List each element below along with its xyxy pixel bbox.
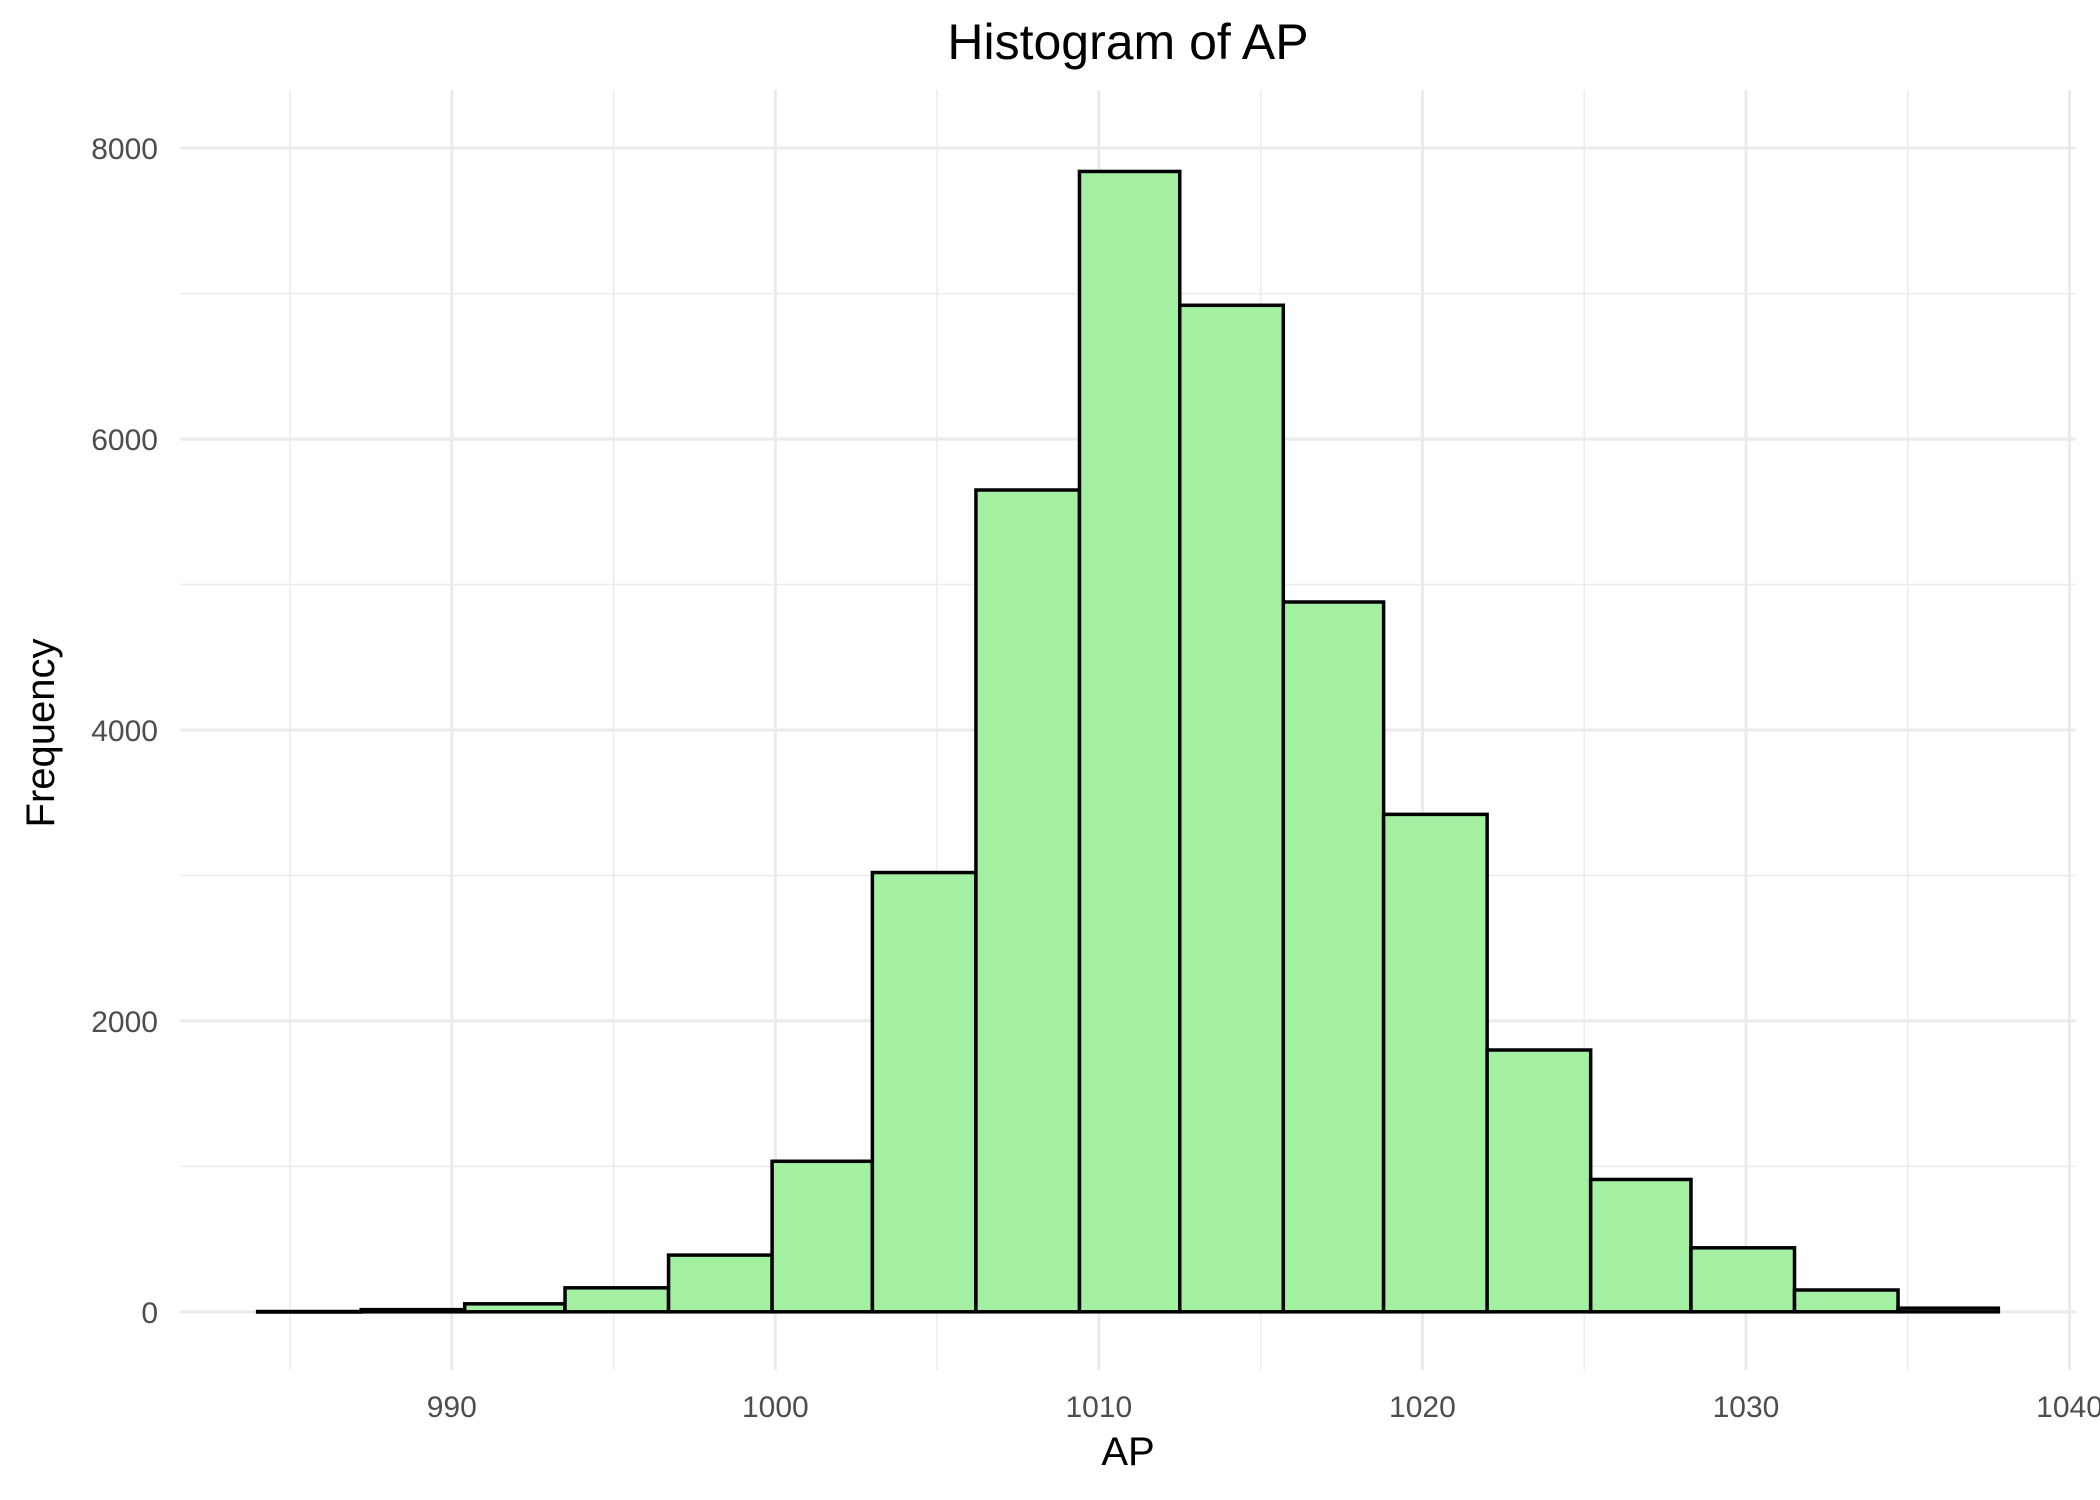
x-tick-label: 1030 xyxy=(1713,1391,1780,1424)
y-tick-label: 4000 xyxy=(91,715,158,748)
y-tick-label: 8000 xyxy=(91,133,158,166)
histogram-bar xyxy=(1792,1288,1900,1314)
histogram-bar xyxy=(974,488,1082,1314)
histogram-bar xyxy=(870,870,978,1314)
histogram-bar xyxy=(563,1286,671,1314)
histogram-bar xyxy=(1178,303,1286,1314)
histogram-bar xyxy=(1485,1048,1593,1314)
histogram-bars xyxy=(255,169,2001,1314)
histogram-bar xyxy=(1689,1246,1797,1314)
y-axis-ticks: 0 2000 4000 6000 8000 xyxy=(91,133,158,1330)
chart-title: Histogram of AP xyxy=(947,14,1308,70)
x-axis-title: AP xyxy=(1101,1430,1154,1474)
histogram-bar xyxy=(462,1302,567,1314)
histogram-bar xyxy=(1077,169,1182,1314)
x-axis-ticks: 990 1000 1010 1020 1030 1040 xyxy=(427,1391,2100,1424)
x-tick-label: 1000 xyxy=(742,1391,809,1424)
histogram-bar xyxy=(255,1309,363,1314)
histogram-bar xyxy=(770,1159,875,1314)
histogram-bar xyxy=(666,1253,774,1314)
y-tick-label: 2000 xyxy=(91,1006,158,1039)
x-tick-label: 1010 xyxy=(1066,1391,1133,1424)
y-tick-label: 6000 xyxy=(91,424,158,457)
histogram-bar xyxy=(1381,812,1489,1314)
histogram-bar xyxy=(1281,600,1386,1314)
histogram-bar xyxy=(359,1307,467,1314)
histogram-bar xyxy=(1896,1306,2001,1314)
y-axis-title: Frequency xyxy=(19,639,63,828)
histogram-bar xyxy=(1588,1177,1693,1314)
x-tick-label: 1020 xyxy=(1389,1391,1456,1424)
x-tick-label: 990 xyxy=(427,1391,477,1424)
x-tick-label: 1040 xyxy=(2036,1391,2100,1424)
y-tick-label: 0 xyxy=(141,1297,158,1330)
